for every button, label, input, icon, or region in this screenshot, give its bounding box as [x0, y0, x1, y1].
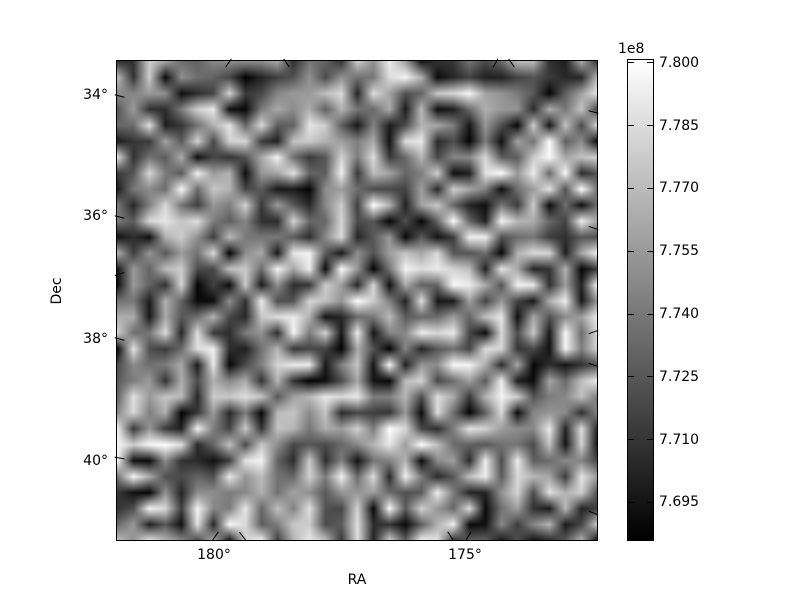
y-tick-label: 40° — [83, 453, 108, 469]
colorbar-tick-mark — [647, 187, 653, 189]
colorbar-tick-mark — [647, 439, 653, 441]
colorbar-tick-mark — [647, 376, 653, 378]
x-axis-label: RA — [347, 572, 367, 588]
colorbar-tick-mark — [628, 313, 634, 315]
y-tick-label: 34° — [83, 87, 108, 103]
colorbar-tick-mark — [628, 187, 634, 189]
colorbar-tick-label: 7.800 — [659, 54, 700, 71]
colorbar-tick-label: 7.740 — [659, 306, 700, 323]
colorbar-gradient — [628, 60, 653, 540]
colorbar-tick-label: 7.785 — [659, 117, 700, 134]
colorbar-tick-mark — [628, 439, 634, 441]
colorbar-tick-mark — [647, 313, 653, 315]
colorbar-tick-mark — [628, 250, 634, 252]
colorbar-tick-mark — [647, 501, 653, 503]
colorbar-tick-mark — [628, 125, 634, 127]
colorbar-tick-label: 7.695 — [659, 494, 700, 511]
heatmap-canvas — [117, 61, 597, 540]
colorbar-tick-label: 7.755 — [659, 243, 700, 260]
y-axis-label: Dec — [49, 277, 65, 305]
colorbar-tick-mark — [647, 250, 653, 252]
x-tick-label: 175° — [448, 547, 482, 563]
colorbar — [627, 59, 654, 541]
x-tick-label: 180° — [197, 547, 231, 563]
plot-area — [116, 60, 598, 541]
y-tick-label: 38° — [83, 331, 108, 347]
colorbar-tick-label: 7.770 — [659, 180, 700, 197]
y-tick-label: 36° — [83, 208, 108, 224]
colorbar-scale-label: 1e8 — [618, 41, 645, 57]
colorbar-tick-label: 7.710 — [659, 431, 700, 448]
colorbar-tick-mark — [647, 62, 653, 64]
colorbar-tick-mark — [628, 501, 634, 503]
colorbar-tick-mark — [628, 376, 634, 378]
colorbar-tick-label: 7.725 — [659, 368, 700, 385]
colorbar-tick-mark — [628, 62, 634, 64]
colorbar-tick-mark — [647, 125, 653, 127]
